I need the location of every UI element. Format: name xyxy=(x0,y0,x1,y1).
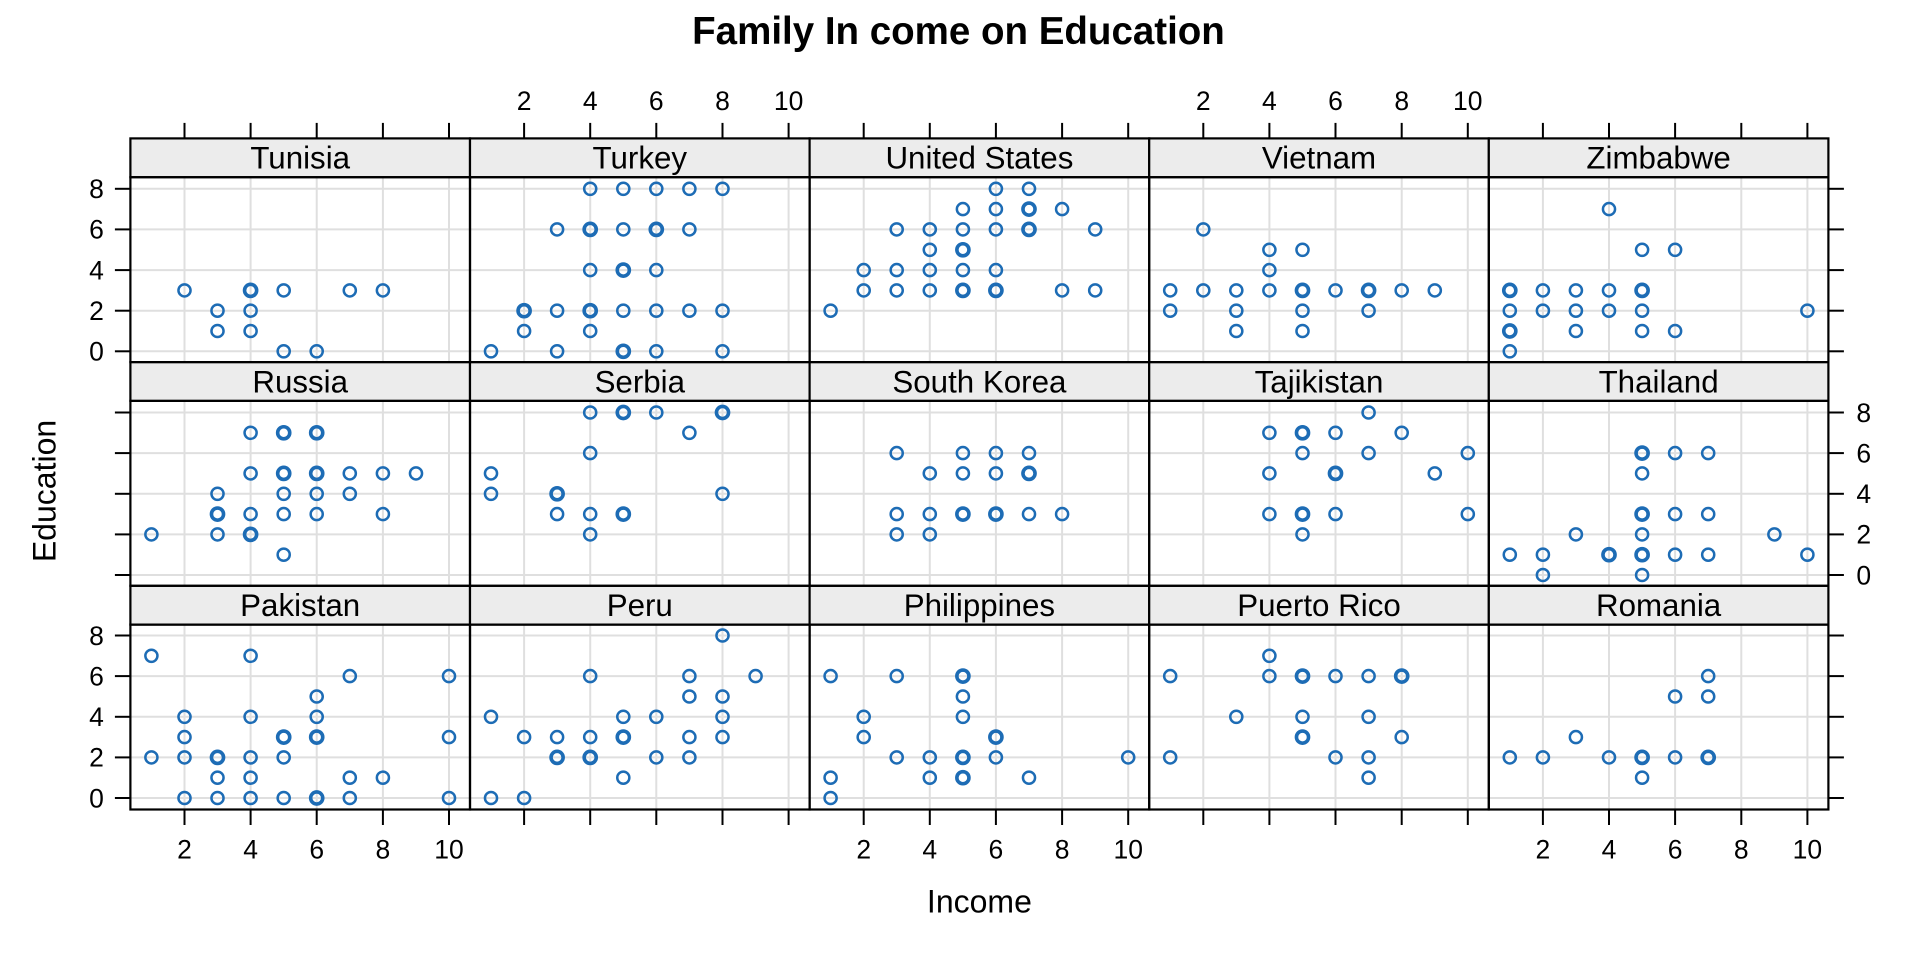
svg-text:8: 8 xyxy=(1055,835,1070,865)
svg-text:4: 4 xyxy=(1856,479,1871,509)
svg-text:6: 6 xyxy=(989,835,1004,865)
svg-text:4: 4 xyxy=(1602,835,1617,865)
svg-text:Tajikistan: Tajikistan xyxy=(1255,364,1384,399)
svg-text:2: 2 xyxy=(1536,835,1551,865)
svg-text:10: 10 xyxy=(1793,835,1822,865)
svg-text:10: 10 xyxy=(1113,835,1142,865)
svg-text:8: 8 xyxy=(376,835,391,865)
svg-text:United States: United States xyxy=(885,141,1073,176)
svg-text:8: 8 xyxy=(715,86,730,116)
svg-text:6: 6 xyxy=(649,86,664,116)
svg-text:10: 10 xyxy=(774,86,803,116)
svg-text:2: 2 xyxy=(89,296,104,326)
svg-text:0: 0 xyxy=(1856,560,1871,590)
svg-text:2: 2 xyxy=(89,743,104,773)
svg-text:Education: Education xyxy=(27,420,63,562)
svg-text:6: 6 xyxy=(1328,86,1343,116)
svg-text:6: 6 xyxy=(89,215,104,245)
svg-text:6: 6 xyxy=(89,661,104,691)
svg-text:Russia: Russia xyxy=(252,364,348,399)
svg-text:0: 0 xyxy=(89,337,104,367)
svg-text:Serbia: Serbia xyxy=(595,364,686,399)
svg-text:0: 0 xyxy=(89,783,104,813)
svg-text:Tunisia: Tunisia xyxy=(250,141,350,176)
svg-text:4: 4 xyxy=(922,835,937,865)
svg-text:10: 10 xyxy=(434,835,463,865)
svg-text:Puerto Rico: Puerto Rico xyxy=(1237,588,1401,623)
svg-text:4: 4 xyxy=(243,835,258,865)
svg-text:Income: Income xyxy=(927,884,1032,920)
svg-text:Peru: Peru xyxy=(607,588,673,623)
svg-text:Family In come on Education: Family In come on Education xyxy=(692,10,1225,53)
svg-text:4: 4 xyxy=(1262,86,1277,116)
svg-text:Pakistan: Pakistan xyxy=(240,588,360,623)
svg-text:Romania: Romania xyxy=(1596,588,1722,623)
svg-text:Thailand: Thailand xyxy=(1599,364,1719,399)
svg-text:4: 4 xyxy=(583,86,598,116)
svg-text:2: 2 xyxy=(1196,86,1211,116)
svg-text:6: 6 xyxy=(1856,438,1871,468)
svg-text:2: 2 xyxy=(517,86,532,116)
svg-text:6: 6 xyxy=(309,835,324,865)
svg-text:2: 2 xyxy=(856,835,871,865)
svg-text:Vietnam: Vietnam xyxy=(1262,141,1376,176)
svg-text:4: 4 xyxy=(89,702,104,732)
svg-text:Zimbabwe: Zimbabwe xyxy=(1586,141,1730,176)
svg-text:2: 2 xyxy=(177,835,192,865)
svg-text:6: 6 xyxy=(1668,835,1683,865)
svg-text:Philippines: Philippines xyxy=(904,588,1055,623)
svg-text:8: 8 xyxy=(1856,398,1871,428)
svg-text:8: 8 xyxy=(89,621,104,651)
svg-text:8: 8 xyxy=(1734,835,1749,865)
svg-text:Turkey: Turkey xyxy=(593,141,688,176)
svg-text:South Korea: South Korea xyxy=(892,364,1067,399)
svg-text:8: 8 xyxy=(89,174,104,204)
svg-text:2: 2 xyxy=(1856,520,1871,550)
svg-text:8: 8 xyxy=(1394,86,1409,116)
svg-text:4: 4 xyxy=(89,255,104,285)
svg-text:10: 10 xyxy=(1453,86,1482,116)
